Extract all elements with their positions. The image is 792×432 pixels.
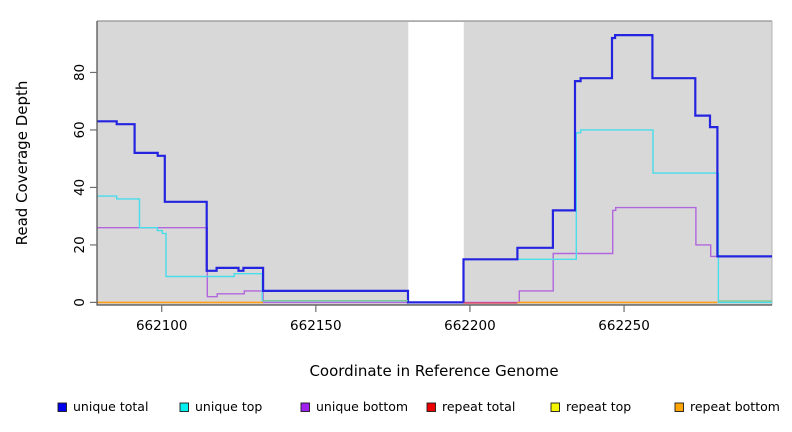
legend-swatch-unique-total [57, 402, 67, 412]
legend-item-repeat-top: repeat top [550, 399, 631, 414]
legend-item-unique-top: unique top [179, 399, 262, 414]
y-tick-label: 40 [72, 179, 88, 196]
axes-layer: 0 20 40 60 80 662100 662150 662200 662250 [72, 21, 772, 334]
legend-item-unique-bottom: unique bottom [300, 399, 408, 414]
legend-item-repeat-bottom: repeat bottom [674, 399, 780, 414]
plot-background-layer [97, 20, 773, 305]
gap-band [408, 22, 464, 304]
y-axis-title: Read Coverage Depth [13, 81, 31, 246]
baseline-segments-layer [97, 300, 772, 304]
legend-label: repeat top [566, 399, 631, 414]
legend-item-unique-total: unique total [57, 399, 148, 414]
legend-swatch-unique-bottom [300, 402, 310, 412]
series-line-unique-total [97, 34, 772, 304]
legend-swatch-repeat-top [550, 402, 560, 412]
legend-item-repeat-total: repeat total [426, 399, 515, 414]
legend-swatch-repeat-total [426, 402, 436, 412]
x-tick-label: 662250 [598, 318, 650, 334]
y-tick-label: 20 [72, 236, 88, 253]
legend-label: repeat bottom [690, 399, 780, 414]
legend-label: repeat total [442, 399, 515, 414]
x-tick-label: 662100 [136, 318, 188, 334]
legend-swatch-unique-top [179, 402, 189, 412]
y-tick-label: 60 [72, 121, 88, 138]
legend-label: unique top [195, 399, 262, 414]
y-tick-label: 80 [72, 64, 88, 81]
x-tick-label: 662150 [290, 318, 342, 334]
legend-swatch-repeat-bottom [674, 402, 684, 412]
x-axis-title: Coordinate in Reference Genome [309, 362, 558, 380]
x-tick-label: 662200 [444, 318, 496, 334]
legend-label: unique total [73, 399, 148, 414]
legend: unique total unique top unique bottom repea… [57, 399, 780, 414]
y-tick-label: 0 [72, 298, 88, 307]
legend-label: unique bottom [316, 399, 408, 414]
series-lines-layer [97, 34, 772, 304]
series-line-unique-bottom [97, 206, 772, 304]
